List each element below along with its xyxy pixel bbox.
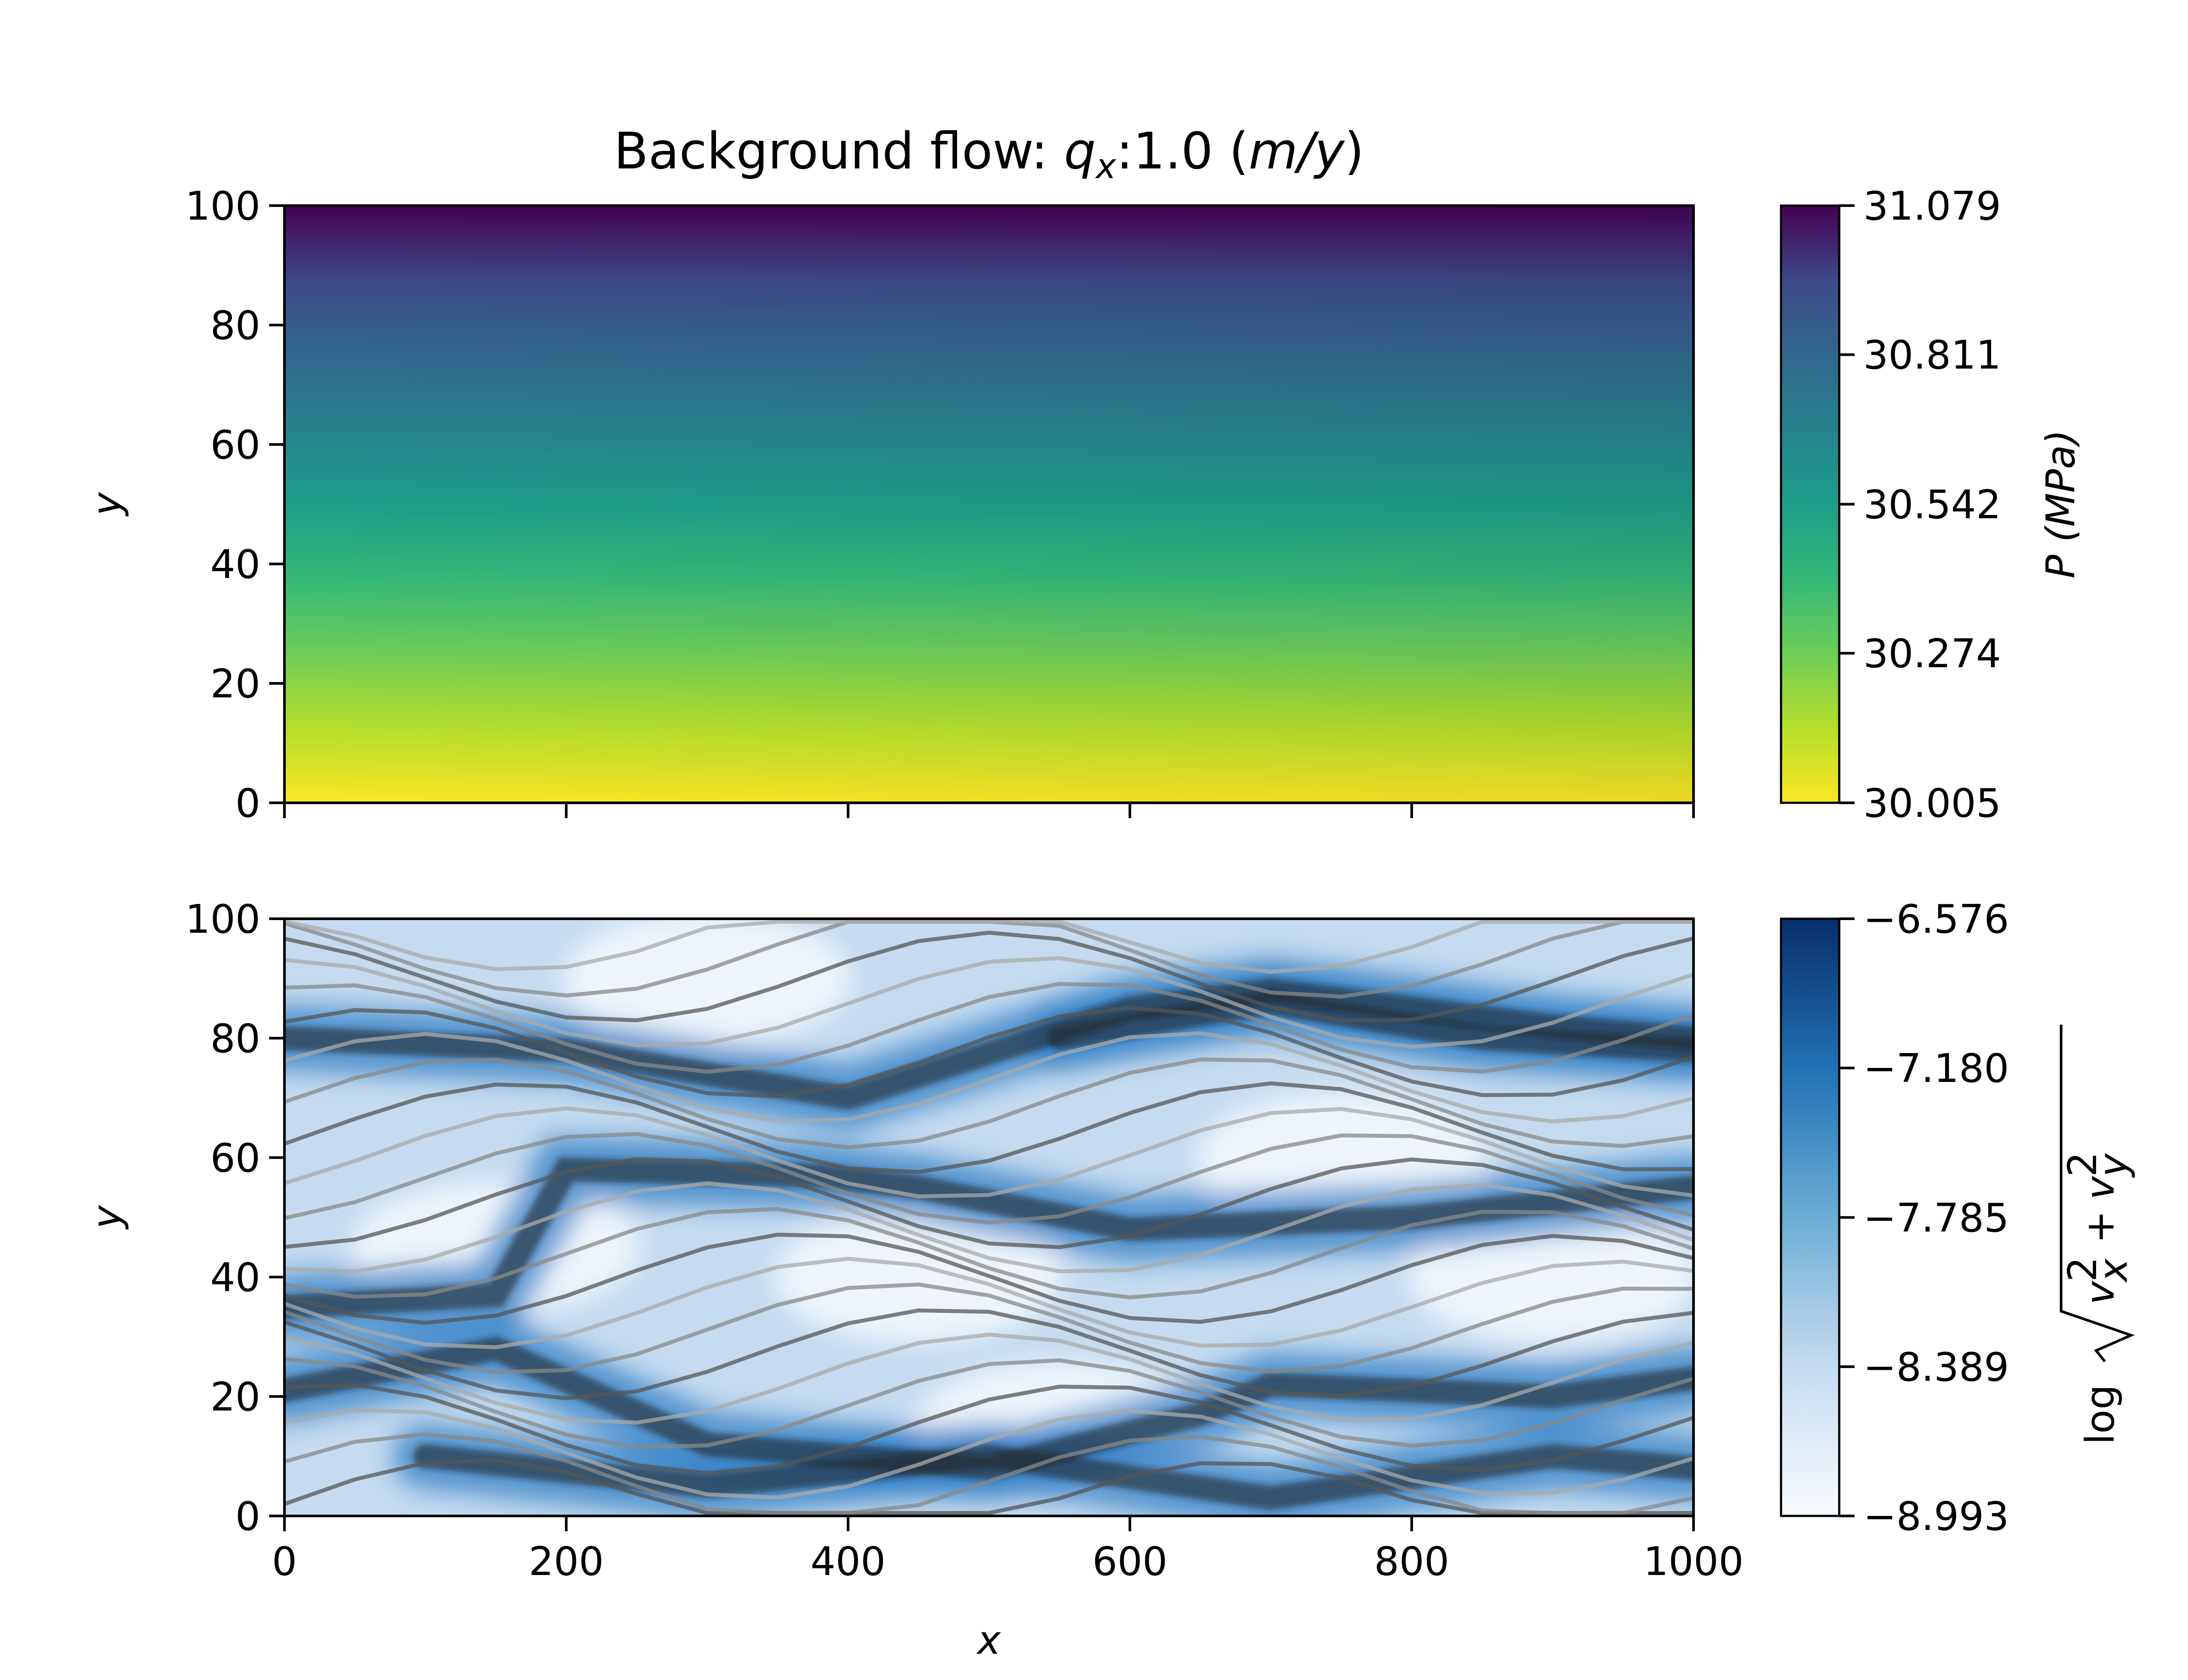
velocity-colorbar: −8.993 −8.389 −7.785 −7.180 −6.576 log v 2 x… [1780, 896, 2136, 1540]
chart-title: Background flow: qx:1.0 (m/y) [614, 122, 1364, 186]
y-tick-label: 20 [210, 661, 260, 707]
y-tick-label: 40 [210, 1255, 260, 1301]
x-tick-label: 600 [1092, 1539, 1168, 1585]
pressure-colorbar-gradient [1780, 204, 1841, 804]
x-tick-label: 800 [1374, 1539, 1449, 1585]
x-tick-label: 1000 [1643, 1539, 1743, 1585]
streamline [284, 1282, 1694, 1375]
streamline [284, 1081, 1694, 1174]
velocity-axes-frame [283, 917, 1695, 1517]
svg-text:log: log [2077, 1385, 2123, 1445]
pressure-panel: 0 20 40 60 80 100 y [84, 183, 1695, 826]
svg-text:+: + [2077, 1211, 2123, 1243]
streamline [284, 1432, 1694, 1515]
pressure-axes-frame [283, 204, 1695, 804]
streamline [284, 1408, 1694, 1500]
colorbar-tick-label: −7.785 [1863, 1195, 2009, 1241]
y-tick-label: 0 [235, 1494, 260, 1540]
velocity-x-label: x [976, 1617, 1001, 1663]
y-tick-label: 100 [185, 896, 260, 942]
x-tick-label: 0 [272, 1539, 297, 1585]
streamlines [284, 920, 1694, 1515]
colorbar-tick-label: 30.274 [1863, 631, 2001, 677]
velocity-colorbar-label: log v 2 x + v 2 y [2060, 1025, 2136, 1445]
y-tick-label: 0 [235, 780, 260, 826]
pressure-colorbar: 30.005 30.274 30.542 30.811 31.079 P (MPa) [1780, 183, 2084, 826]
streamline-bundle [284, 1336, 1694, 1480]
y-tick-label: 40 [210, 542, 260, 588]
streamline [284, 1382, 1694, 1476]
pressure-y-ticks: 0 20 40 60 80 100 [185, 183, 284, 826]
svg-text:v: v [2077, 1281, 2123, 1305]
colorbar-tick-label: 30.005 [1863, 780, 2001, 826]
pressure-y-label: y [84, 492, 130, 517]
streamline [284, 1232, 1694, 1325]
streamline [284, 1031, 1694, 1124]
streamline [284, 1256, 1694, 1350]
svg-text:y: y [2090, 1153, 2136, 1178]
streamline [284, 1458, 1694, 1515]
svg-text:2: 2 [2060, 1257, 2106, 1282]
streamline [284, 1308, 1694, 1400]
streamline [284, 1106, 1694, 1199]
pressure-colorbar-ticks: 30.005 30.274 30.542 30.811 31.079 [1839, 183, 2001, 826]
y-tick-label: 80 [210, 303, 260, 349]
svg-text:x: x [2090, 1258, 2136, 1283]
colorbar-tick-label: −8.993 [1863, 1494, 2009, 1540]
velocity-x-ticks: 0 200 400 600 800 1000 [272, 1516, 1744, 1585]
y-tick-label: 60 [210, 1135, 260, 1181]
y-tick-label: 20 [210, 1374, 260, 1420]
pressure-x-ticks [283, 803, 1695, 818]
streamline [284, 1157, 1694, 1250]
velocity-y-ticks: 0 20 40 60 80 100 [185, 896, 284, 1540]
streamline [284, 1057, 1694, 1150]
streamline [284, 1181, 1694, 1274]
streamline [284, 931, 1694, 1023]
colorbar-tick-label: −6.576 [1863, 896, 2009, 942]
streamline [284, 1005, 1694, 1099]
svg-text:2: 2 [2060, 1152, 2106, 1177]
streamline [284, 1357, 1694, 1449]
streamline [284, 1207, 1694, 1300]
velocity-colorbar-gradient [1780, 917, 1841, 1517]
x-tick-label: 400 [810, 1539, 886, 1585]
pressure-field-shade [284, 206, 1694, 803]
streamline [284, 982, 1694, 1074]
streamline [284, 1132, 1694, 1225]
velocity-panel: 0 20 40 60 80 100 0 200 400 600 800 1000 y x [84, 896, 1744, 1663]
svg-text:v: v [2077, 1176, 2123, 1200]
x-tick-label: 200 [529, 1539, 604, 1585]
colorbar-tick-label: 30.542 [1863, 482, 2001, 528]
y-tick-label: 100 [185, 183, 260, 229]
velocity-y-label: y [84, 1205, 130, 1230]
colorbar-tick-label: 31.079 [1863, 183, 2001, 229]
y-tick-label: 60 [210, 422, 260, 468]
sqrt-expression: v 2 x + v 2 y [2060, 1025, 2136, 1362]
colorbar-tick-label: 30.811 [1863, 332, 2001, 378]
pressure-colorbar-label: P (MPa) [2038, 430, 2084, 578]
y-tick-label: 80 [210, 1016, 260, 1062]
streamline [284, 956, 1694, 1049]
colorbar-tick-label: −8.389 [1863, 1344, 2009, 1390]
streamline [284, 1332, 1694, 1425]
velocity-colorbar-ticks: −8.993 −8.389 −7.785 −7.180 −6.576 [1839, 896, 2009, 1540]
streamline [284, 920, 1694, 974]
colorbar-tick-label: −7.180 [1863, 1046, 2009, 1092]
